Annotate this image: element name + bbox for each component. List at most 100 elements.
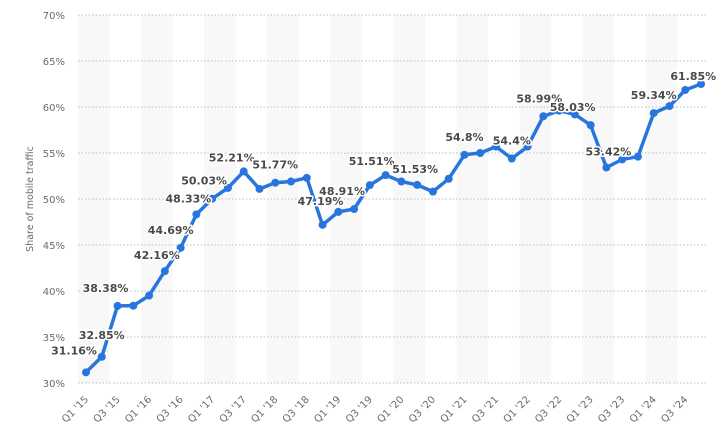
x-tick-label: Q1 '15 [60,394,91,425]
y-tick-label: 30% [43,379,65,390]
data-point[interactable] [697,80,706,88]
data-label: 42.16% [134,249,180,262]
data-label: 32.85% [79,329,125,342]
x-tick-label: Q1 '23 [565,394,596,425]
background-stripe [330,15,362,383]
data-label: 52.21% [209,151,255,164]
background-stripe [78,15,110,383]
x-tick-label: Q1 '20 [375,394,406,425]
data-point[interactable] [334,207,343,216]
data-label: 54.4% [493,135,531,148]
background-stripe [519,15,552,383]
data-label: 47.19% [298,195,344,208]
data-label: 51.53% [392,163,438,176]
data-point[interactable] [413,180,422,189]
x-tick-label: Q1 '18 [249,394,280,425]
data-point[interactable] [476,149,485,157]
x-tick-label: Q1 '21 [439,394,470,425]
data-point[interactable] [287,177,296,186]
x-tick-label: Q1 '16 [123,394,154,425]
x-tick-label: Q3 '23 [596,394,627,425]
y-axis-ticks: 30% 35% 40% 45% 50% 55% 60% 65% 70% [43,11,65,390]
data-point[interactable] [208,194,217,203]
data-point[interactable] [618,155,627,164]
data-label: 50.03% [181,175,227,188]
x-axis-ticks: Q1 '15 Q3 '15 Q1 '16 Q3 '16 Q1 '17 Q3 '17 Q1 '… [60,394,690,425]
data-label: 38.38% [83,282,129,295]
data-point[interactable] [681,85,690,94]
data-point[interactable] [239,167,248,176]
background-stripe [582,15,615,383]
data-label: 48.91% [319,185,365,198]
background-stripe [141,15,173,383]
y-tick-label: 40% [43,287,65,298]
data-point[interactable] [555,106,564,115]
x-tick-label: Q1 '22 [502,394,533,425]
series-line [84,82,703,375]
data-point[interactable] [586,121,595,130]
y-tick-label: 70% [43,11,65,22]
data-point[interactable] [428,187,437,196]
data-label: 51.51% [349,155,395,168]
data-point[interactable] [113,301,122,310]
data-label: 58.03% [550,101,596,114]
x-tick-label: Q1 '24 [628,394,659,425]
y-axis-label: Share of mobile traffic [25,146,36,252]
data-point[interactable] [302,173,311,182]
data-point[interactable] [145,291,154,300]
data-point[interactable] [539,112,548,121]
x-tick-label: Q1 '17 [186,394,217,425]
y-tick-label: 45% [43,241,65,252]
data-point[interactable] [397,177,406,186]
x-tick-label: Q3 '22 [533,394,564,425]
data-point[interactable] [129,301,138,310]
background-stripes [78,15,678,383]
data-point[interactable] [381,171,390,180]
data-label: 44.69% [148,224,194,237]
data-point[interactable] [602,163,611,172]
background-stripe [645,15,678,383]
data-point[interactable] [82,368,90,377]
data-point[interactable] [176,243,185,252]
data-point[interactable] [318,220,327,229]
y-tick-label: 35% [43,333,65,344]
data-point[interactable] [507,154,516,163]
data-point[interactable] [492,142,501,151]
y-tick-label: 50% [43,195,65,206]
data-point[interactable] [350,205,359,214]
x-tick-label: Q3 '20 [407,394,438,425]
background-stripe [393,15,425,383]
x-tick-label: Q3 '15 [92,394,123,425]
data-point[interactable] [97,352,106,361]
data-point[interactable] [192,210,201,219]
x-tick-label: Q3 '19 [344,394,375,425]
data-point[interactable] [444,174,453,183]
data-point[interactable] [665,102,674,111]
x-tick-label: Q3 '21 [470,394,501,425]
data-label: 61.85% [670,70,716,83]
x-tick-label: Q3 '18 [281,394,312,425]
data-point[interactable] [633,152,642,161]
x-tick-label: Q3 '17 [218,394,249,425]
data-point[interactable] [255,184,264,193]
data-label: 53.42% [585,146,631,159]
data-label: 58.99% [516,92,562,105]
data-point[interactable] [271,178,280,187]
background-stripe [456,15,489,383]
data-point[interactable] [160,267,169,276]
data-point[interactable] [223,183,232,192]
data-point[interactable] [460,150,469,159]
background-stripe [267,15,299,383]
data-label: 59.34% [631,89,677,102]
data-point[interactable] [523,142,532,151]
data-series [82,80,706,377]
data-point[interactable] [649,109,658,118]
gridlines [78,14,708,384]
data-label: 51.77% [252,159,298,172]
y-tick-label: 65% [43,57,65,68]
data-label: 31.16% [51,344,97,357]
y-tick-label: 55% [43,149,65,160]
data-point[interactable] [570,110,579,119]
data-point[interactable] [365,181,374,190]
